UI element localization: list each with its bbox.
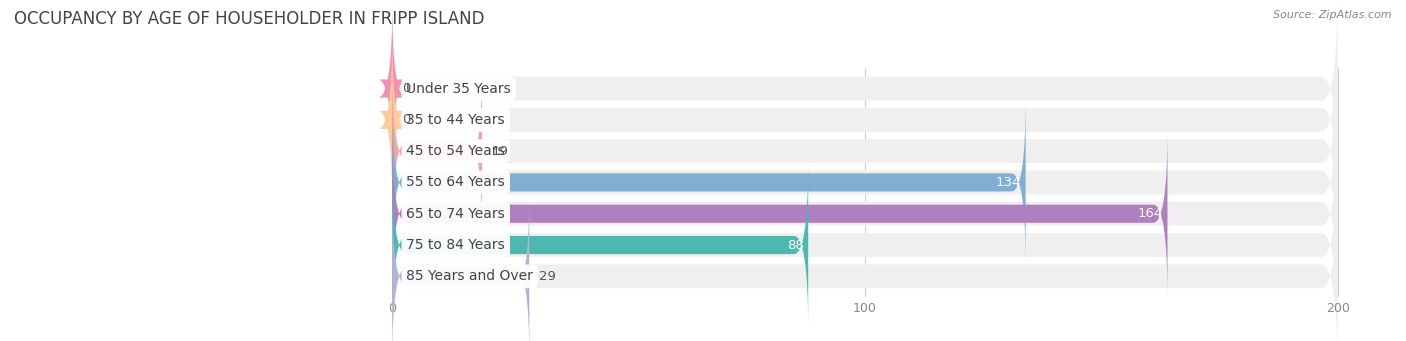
Text: 88: 88 bbox=[787, 239, 803, 252]
Text: 55 to 64 Years: 55 to 64 Years bbox=[406, 175, 505, 190]
FancyBboxPatch shape bbox=[392, 22, 1337, 218]
FancyBboxPatch shape bbox=[392, 85, 1337, 280]
FancyBboxPatch shape bbox=[392, 160, 808, 330]
FancyBboxPatch shape bbox=[392, 147, 1337, 341]
Text: 19: 19 bbox=[492, 145, 509, 158]
Text: 65 to 74 Years: 65 to 74 Years bbox=[406, 207, 505, 221]
FancyBboxPatch shape bbox=[392, 116, 1337, 311]
FancyBboxPatch shape bbox=[392, 98, 1025, 267]
Text: 134: 134 bbox=[995, 176, 1021, 189]
FancyBboxPatch shape bbox=[392, 54, 1337, 249]
Text: Source: ZipAtlas.com: Source: ZipAtlas.com bbox=[1274, 10, 1392, 20]
Text: 85 Years and Over: 85 Years and Over bbox=[406, 269, 533, 283]
FancyBboxPatch shape bbox=[392, 129, 1167, 299]
FancyBboxPatch shape bbox=[392, 179, 1337, 341]
Text: 75 to 84 Years: 75 to 84 Years bbox=[406, 238, 505, 252]
Text: OCCUPANCY BY AGE OF HOUSEHOLDER IN FRIPP ISLAND: OCCUPANCY BY AGE OF HOUSEHOLDER IN FRIPP… bbox=[14, 10, 485, 28]
FancyBboxPatch shape bbox=[392, 66, 482, 236]
Text: 45 to 54 Years: 45 to 54 Years bbox=[406, 144, 505, 158]
Text: 0: 0 bbox=[402, 82, 411, 95]
Text: 29: 29 bbox=[538, 270, 555, 283]
FancyBboxPatch shape bbox=[378, 4, 406, 173]
FancyBboxPatch shape bbox=[392, 192, 529, 341]
Text: 0: 0 bbox=[402, 113, 411, 126]
Text: Under 35 Years: Under 35 Years bbox=[406, 81, 512, 95]
FancyBboxPatch shape bbox=[392, 0, 1337, 186]
Text: 164: 164 bbox=[1137, 207, 1163, 220]
Text: 35 to 44 Years: 35 to 44 Years bbox=[406, 113, 505, 127]
FancyBboxPatch shape bbox=[378, 35, 406, 205]
